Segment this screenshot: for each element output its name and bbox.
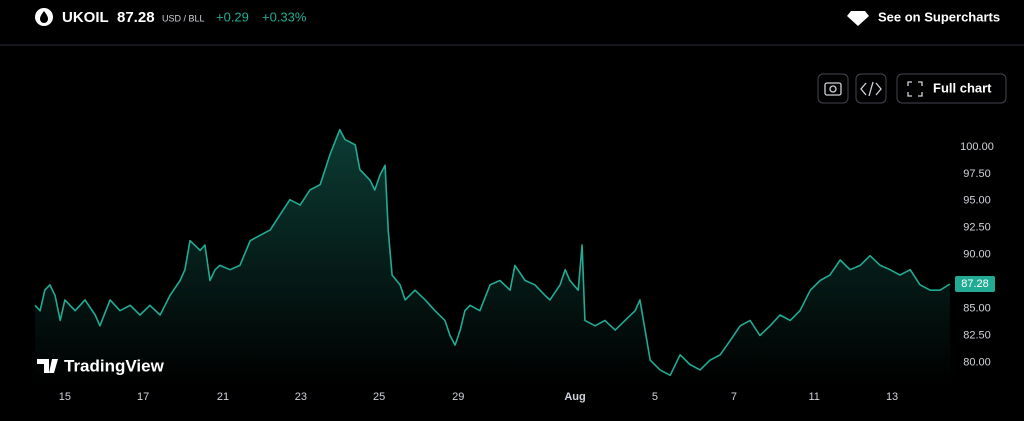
full-chart-label[interactable]: Full chart (933, 80, 992, 95)
plot-area: 80.0082.5085.0087.5090.0092.5095.0097.50… (34, 128, 994, 403)
y-tick-label: 95.00 (963, 195, 991, 207)
y-tick-label: 100.00 (960, 141, 994, 153)
x-tick-label: 21 (217, 391, 229, 403)
drop-icon (40, 11, 48, 23)
x-tick-label: 29 (452, 391, 464, 403)
code-icon (860, 81, 882, 97)
x-tick-label: 25 (373, 391, 385, 403)
brand-name: TradingView (64, 356, 165, 375)
change: +0.29 (216, 9, 249, 24)
x-tick-label: 5 (652, 391, 658, 403)
brand-logo (37, 359, 58, 373)
fullscreen-icon (907, 81, 923, 97)
y-tick-label: 82.50 (963, 329, 991, 341)
x-tick-label: 23 (295, 391, 307, 403)
x-tick-label: 15 (59, 391, 71, 403)
y-tick-label: 90.00 (963, 249, 991, 261)
price-tag-box (955, 275, 995, 292)
symbol[interactable]: UKOIL (62, 9, 109, 26)
supercharts-icon[interactable] (847, 11, 869, 26)
price-tag-label: 87.28 (961, 278, 989, 290)
camera-lens (829, 85, 837, 93)
area-fill (35, 129, 950, 385)
y-tick-label: 80.00 (963, 356, 991, 368)
change-percent: +0.33% (262, 9, 307, 24)
x-tick-label: 7 (731, 391, 737, 403)
x-tick-label: 17 (137, 391, 149, 403)
x-tick-label: 11 (808, 391, 819, 403)
y-tick-label: 92.50 (963, 222, 991, 234)
currency: USD / BLL (162, 13, 205, 23)
camera-icon (824, 82, 842, 96)
y-tick-label: 97.50 (963, 168, 991, 180)
y-tick-label: 85.00 (963, 302, 991, 314)
x-tick-label: Aug (564, 391, 585, 403)
price-tag: 87.28 (955, 275, 995, 292)
full-chart-button[interactable] (896, 73, 1007, 104)
price-line (34, 128, 951, 377)
x-tick-label: 13 (886, 391, 898, 403)
price: 87.28 (117, 9, 155, 26)
snapshot-button[interactable] (817, 73, 849, 104)
supercharts-link[interactable]: See on Supercharts (878, 9, 1000, 24)
